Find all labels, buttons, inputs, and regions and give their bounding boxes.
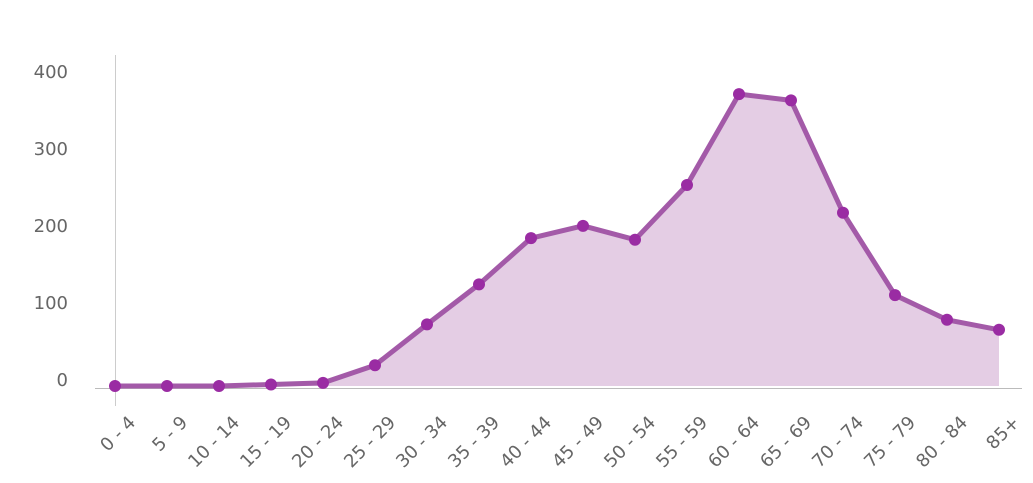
x-tick-label: 60 - 64 <box>704 412 764 472</box>
marker <box>369 359 381 372</box>
x-tick-label: 25 - 29 <box>340 412 400 472</box>
y-tick-label: 400 <box>34 62 68 83</box>
marker <box>473 278 485 291</box>
x-tick-label: 20 - 24 <box>288 412 348 472</box>
x-tick-label: 70 - 74 <box>808 412 868 472</box>
x-tick-label: 65 - 69 <box>756 412 816 472</box>
marker <box>161 380 173 392</box>
x-tick-label: 0 - 4 <box>96 412 140 456</box>
y-tick-label: 100 <box>34 293 68 314</box>
x-tick-label: 5 - 9 <box>148 412 192 456</box>
x-tick-label: 75 - 79 <box>860 412 920 472</box>
marker <box>629 233 641 246</box>
marker <box>681 179 693 192</box>
marker <box>785 94 797 107</box>
line <box>115 91 1000 389</box>
marker <box>525 232 537 245</box>
marker <box>941 313 953 326</box>
marker <box>109 380 121 392</box>
marker <box>265 378 277 391</box>
y-tick-label: 0 <box>57 370 68 391</box>
marker <box>421 318 433 331</box>
marker <box>213 380 225 392</box>
marker <box>733 88 745 101</box>
x-tick-label: 35 - 39 <box>444 412 504 472</box>
area <box>115 94 999 387</box>
x-tick-label: 45 - 49 <box>548 412 608 472</box>
x-tick-label: 80 - 84 <box>912 412 972 472</box>
x-tick-label: 40 - 44 <box>496 412 556 472</box>
y-tick-label: 300 <box>34 139 68 160</box>
marker <box>837 206 849 219</box>
x-tick-label: 10 - 14 <box>184 412 244 472</box>
x-tick-label: 55 - 59 <box>652 412 712 472</box>
x-tick-label: 85+ <box>982 412 1024 454</box>
marker <box>577 219 589 232</box>
y-tick-label: 200 <box>34 216 68 237</box>
marker <box>317 376 329 389</box>
x-tick-label: 30 - 34 <box>392 412 452 472</box>
x-tick-label: 50 - 54 <box>600 412 660 472</box>
marker <box>889 289 901 302</box>
marker <box>993 323 1005 336</box>
x-tick-label: 15 - 19 <box>236 412 296 472</box>
